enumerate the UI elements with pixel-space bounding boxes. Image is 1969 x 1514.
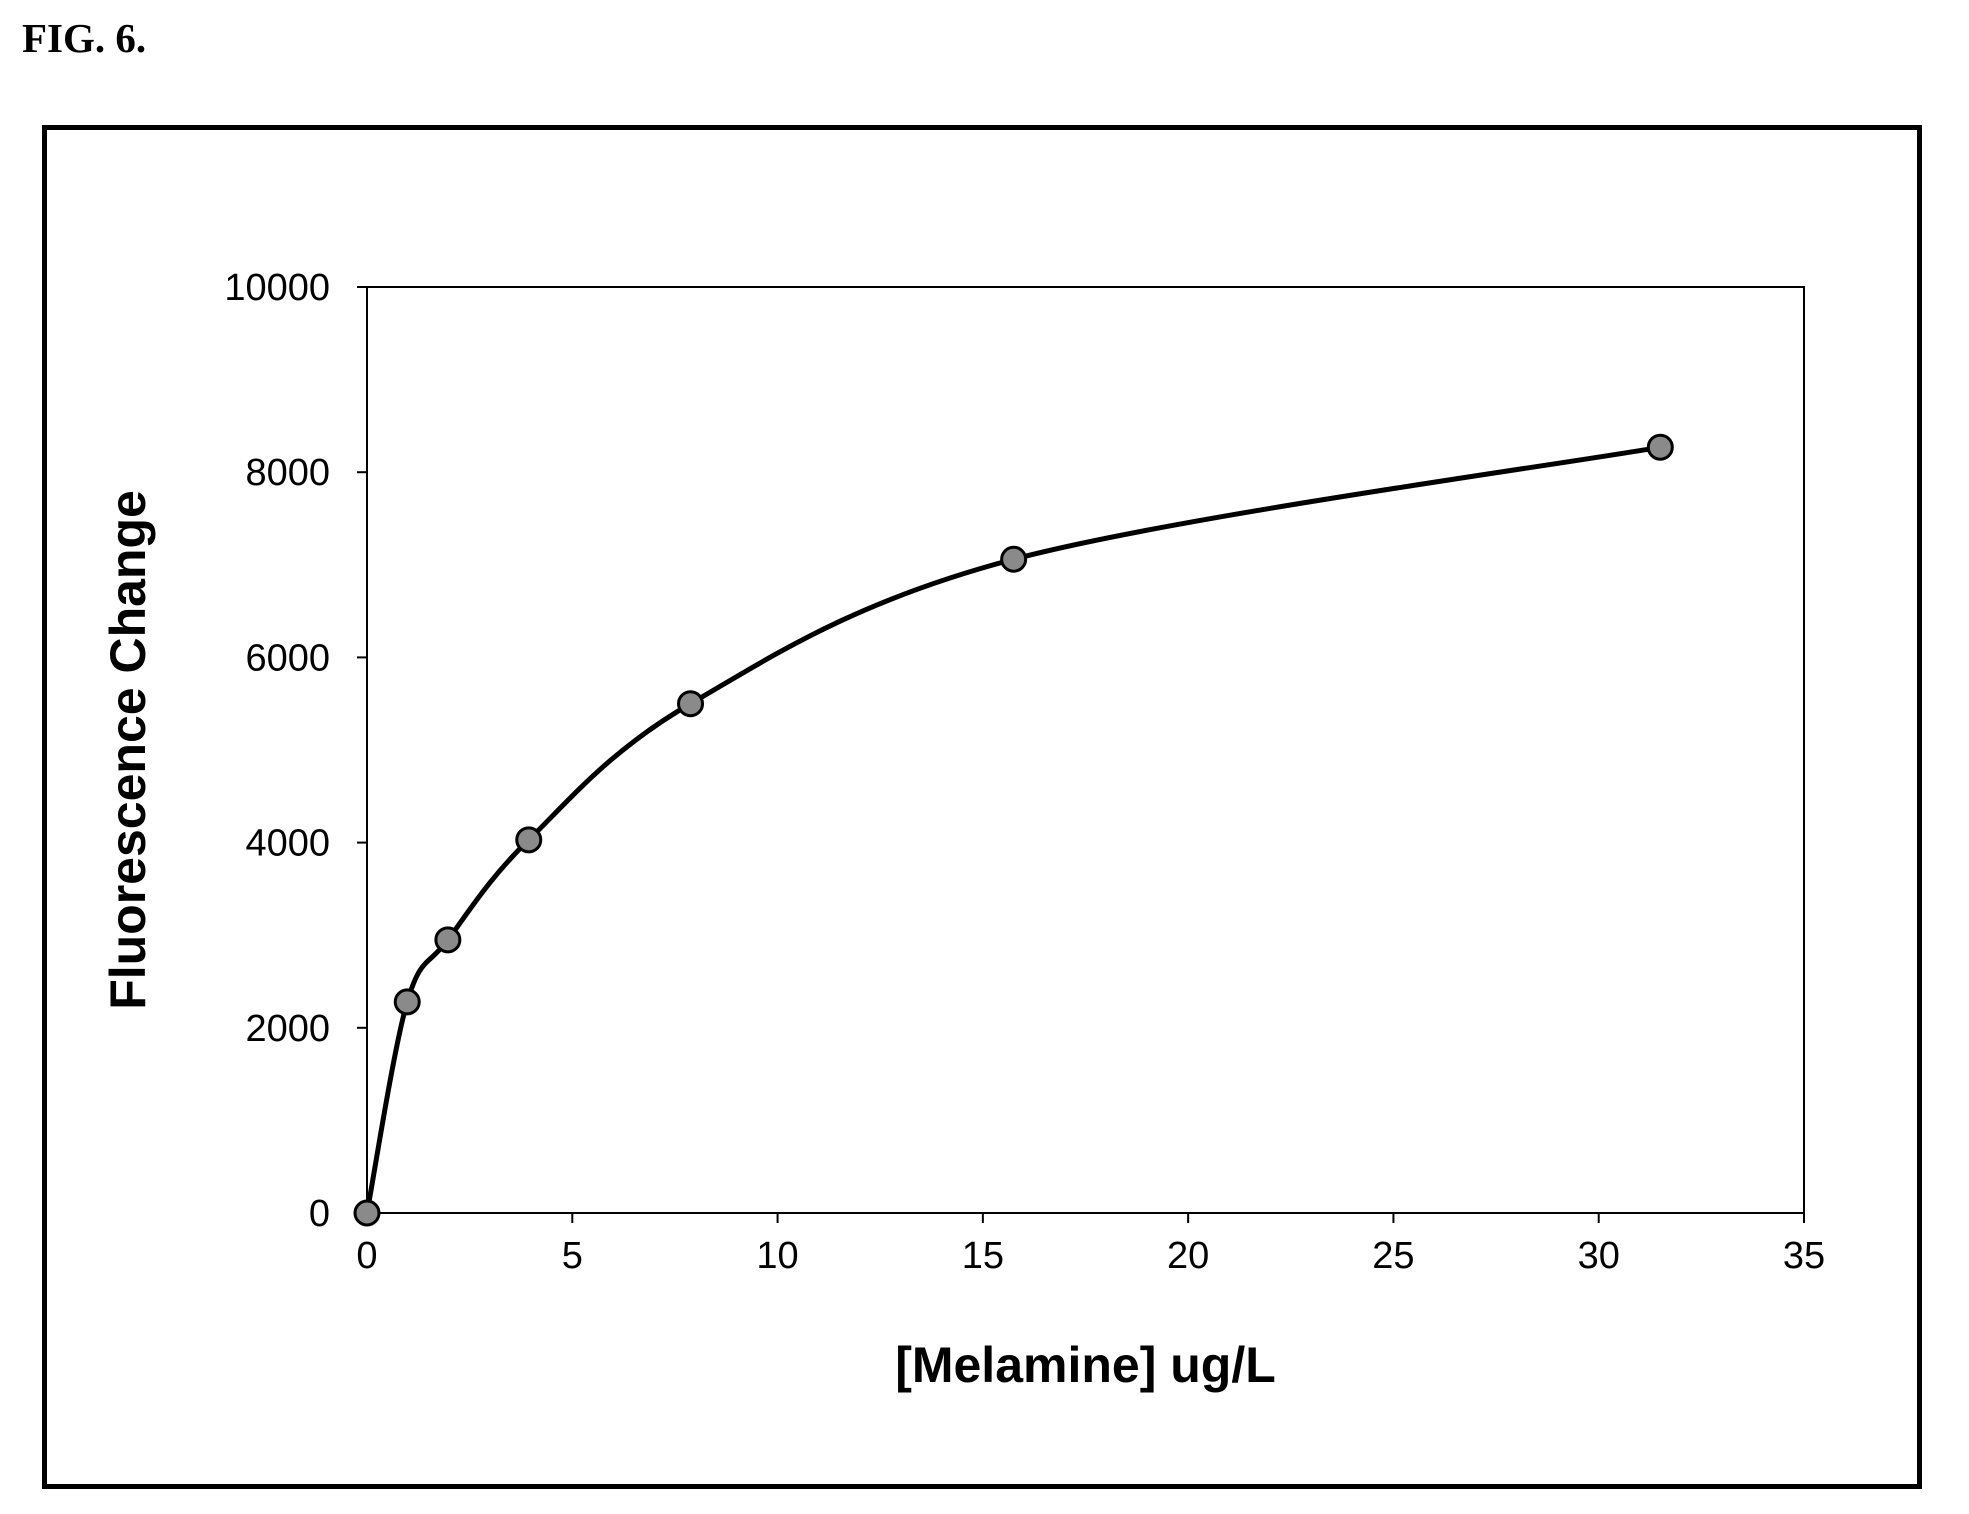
- data-point: [434, 926, 462, 954]
- x-tick-label: 10: [756, 1235, 798, 1277]
- y-tick-label: 10000: [224, 267, 330, 309]
- figure-label: FIG. 6.: [22, 15, 147, 61]
- y-tick-label: 0: [309, 1193, 330, 1235]
- data-point: [353, 1199, 381, 1227]
- x-axis-title: [Melamine] ug/L: [895, 1337, 1276, 1393]
- x-tick-label: 5: [562, 1235, 583, 1277]
- figure-frame: [42, 125, 1922, 1489]
- x-tick-label: 35: [1783, 1235, 1825, 1277]
- plot-area: [366, 286, 1805, 1214]
- y-tick-label: 2000: [245, 1008, 330, 1050]
- y-axis-title: Fluorescence Change: [100, 490, 156, 1010]
- data-point: [393, 988, 421, 1016]
- data-point: [515, 826, 543, 854]
- x-tick-label: 20: [1167, 1235, 1209, 1277]
- x-tick-label: 0: [356, 1235, 377, 1277]
- x-tick-label: 25: [1372, 1235, 1414, 1277]
- x-tick-label: 30: [1578, 1235, 1620, 1277]
- data-point: [677, 690, 705, 718]
- data-point: [1646, 433, 1674, 461]
- y-tick-label: 8000: [245, 452, 330, 494]
- y-tick-label: 4000: [245, 823, 330, 865]
- y-tick-label: 6000: [245, 637, 330, 679]
- x-tick-label: 15: [962, 1235, 1004, 1277]
- data-point: [1000, 545, 1028, 573]
